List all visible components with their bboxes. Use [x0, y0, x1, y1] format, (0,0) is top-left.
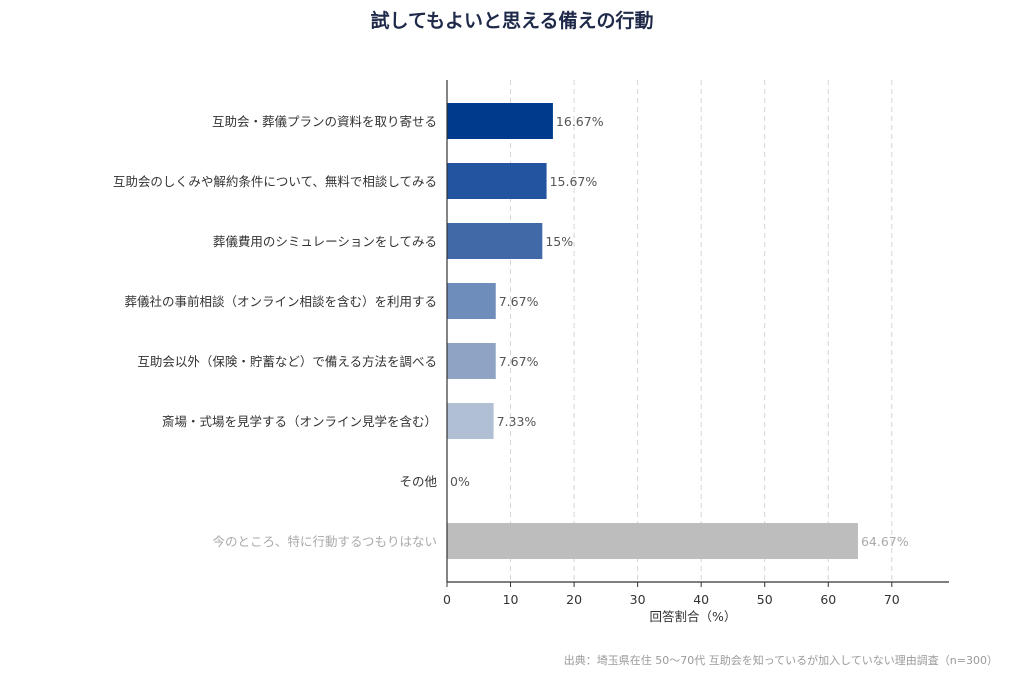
category-label: 互助会以外（保険・貯蓄など）で備える方法を調べる: [137, 354, 437, 369]
grid-lines: [510, 80, 893, 582]
x-tick-label: 10: [503, 592, 519, 607]
data-label: 64.67%: [861, 534, 909, 549]
data-label: 7.67%: [499, 354, 539, 369]
data-label: 7.67%: [499, 294, 539, 309]
bar: [447, 343, 496, 379]
category-label: 葬儀費用のシミュレーションをしてみる: [213, 234, 437, 249]
x-tick-label: 60: [820, 592, 836, 607]
bar: [447, 103, 553, 139]
x-tick-label: 30: [630, 592, 646, 607]
category-label: その他: [399, 474, 437, 489]
source-note: 出典：埼玉県在住 50〜70代 互助会を知っているが加入していない理由調査（n=…: [563, 654, 998, 667]
category-label: 斎場・式場を見学する（オンライン見学を含む）: [162, 414, 437, 429]
bar: [447, 283, 496, 319]
data-label: 16.67%: [556, 114, 604, 129]
x-tick-label: 0: [443, 592, 451, 607]
x-tick-label: 70: [884, 592, 900, 607]
axes: [446, 80, 949, 587]
category-label: 互助会のしくみや解約条件について、無料で相談してみる: [113, 174, 437, 189]
chart-title: 試してもよいと思える備えの行動: [370, 10, 654, 32]
x-tick-label: 50: [757, 592, 773, 607]
bar: [447, 403, 494, 439]
bar: [447, 223, 543, 259]
data-label: 0%: [450, 474, 470, 489]
data-label: 7.33%: [497, 414, 537, 429]
category-label: 葬儀社の事前相談（オンライン相談を含む）を利用する: [124, 294, 437, 309]
labels: 0 10 20 30 40 50 60 70 互助会・葬儀プランの資料を取り寄せる 16.67% 互…: [113, 114, 909, 607]
bars: [447, 103, 858, 559]
x-axis-label: 回答割合（%）: [650, 609, 737, 624]
data-label: 15%: [545, 234, 573, 249]
category-label: 今のところ、特に行動するつもりはない: [212, 534, 437, 549]
data-label: 15.67%: [550, 174, 598, 189]
category-label: 互助会・葬儀プランの資料を取り寄せる: [212, 114, 437, 129]
x-tick-label: 20: [566, 592, 582, 607]
bar: [447, 523, 858, 559]
bar: [447, 163, 547, 199]
x-tick-label: 40: [693, 592, 709, 607]
